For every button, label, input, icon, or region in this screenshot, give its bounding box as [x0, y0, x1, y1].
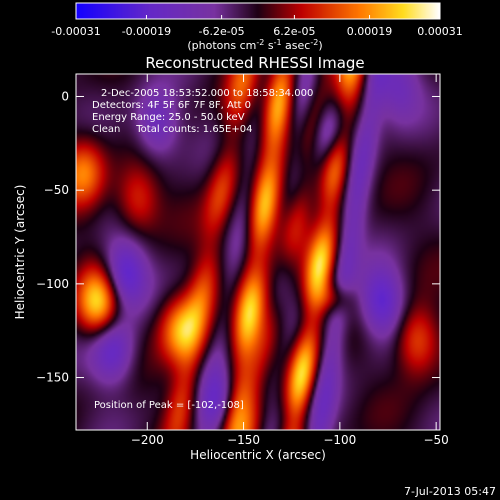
x-tick-label: −200: [131, 433, 164, 447]
annotation-counts: Clean Total counts: 1.65E+04: [92, 124, 252, 135]
x-tick-label: −50: [423, 433, 448, 447]
annotation-time-range: 2-Dec-2005 18:53:52.000 to 18:58:34.000: [101, 88, 313, 99]
y-tick-label: 0: [61, 89, 69, 103]
colorbar-ticks: -0.00031 -0.00019 -6.2e-05 6.2e-05 0.00019 0.…: [51, 15, 463, 38]
x-axis-label: Heliocentric X (arcsec): [190, 448, 326, 462]
colorbar-tick-label: 6.2e-05: [273, 25, 315, 38]
annotation-detectors: Detectors: 4F 5F 6F 7F 8F, Att 0: [92, 100, 251, 111]
colorbar-gradient: [76, 3, 440, 19]
annotation-block: 2-Dec-2005 18:53:52.000 to 18:58:34.000 …: [92, 88, 313, 411]
colorbar-tick-label: -0.00019: [122, 25, 171, 38]
colorbar-tick-label: 0.00031: [417, 25, 463, 38]
annotation-energy-range: Energy Range: 25.0 - 50.0 keV: [92, 112, 245, 123]
y-axis: 0 −50 −100 −150: [36, 89, 440, 385]
colorbar-unit-label: (photons cm-2 s-1 asec-2): [187, 38, 322, 52]
y-tick-label: −100: [36, 277, 69, 291]
peak-position-label: Position of Peak = [-102,-108]: [94, 400, 244, 411]
y-tick-label: −50: [44, 183, 69, 197]
colorbar-frame: [75, 2, 441, 20]
x-tick-label: −150: [227, 433, 260, 447]
y-axis-label: Heliocentric Y (arcsec): [13, 185, 27, 320]
chart-title: Reconstructed RHESSI Image: [145, 54, 364, 72]
colorbar: -0.00031 -0.00019 -6.2e-05 6.2e-05 0.00019 0.…: [51, 2, 463, 52]
footer-timestamp: 7-Jul-2013 05:47: [404, 485, 496, 498]
plot-frame: [75, 73, 441, 431]
colorbar-tick-label: -0.00031: [51, 25, 100, 38]
x-tick-label: −100: [323, 433, 356, 447]
colorbar-tick-label: -6.2e-05: [198, 25, 244, 38]
x-axis: −200 −150 −100 −50: [131, 74, 449, 447]
y-tick-label: −150: [36, 371, 69, 385]
colorbar-tick-label: 0.00019: [347, 25, 393, 38]
heatmap-image: [76, 74, 440, 430]
